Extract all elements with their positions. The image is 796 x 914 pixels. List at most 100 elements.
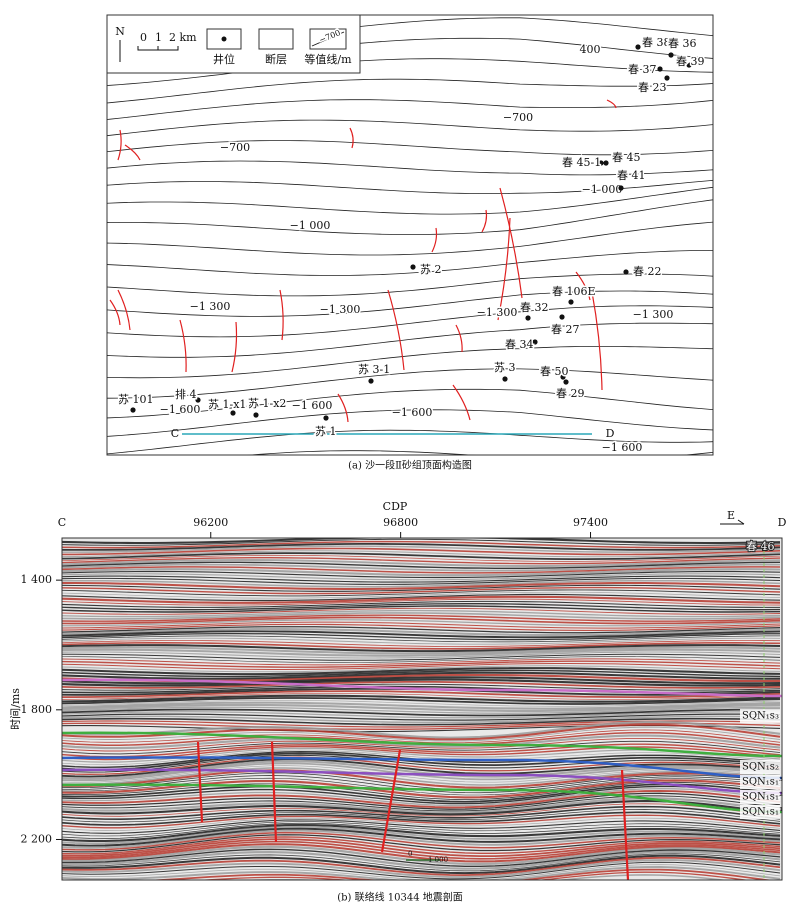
trace [62,609,781,618]
trace [62,603,781,611]
contours [107,15,713,455]
scale-label: 0 [140,31,147,44]
contour-line [107,119,713,137]
trace [62,586,781,595]
trace [62,676,781,685]
contour-line [107,250,713,276]
trace [62,831,781,851]
trace [197,871,750,880]
trace [62,756,781,775]
fault [231,321,238,373]
legend-contour-label: 等值线/m [304,52,352,66]
fault [380,749,402,853]
trace [62,568,781,577]
trace [62,683,781,691]
trace [62,850,781,870]
trace [62,651,781,659]
trace [62,825,781,845]
well-group: 春 38春 36 春 37 春 39 春 23 春 45-1 春 45 春 41 苏 2 春 2… [117,35,707,440]
section-end: D [606,427,615,440]
contour-line [107,78,713,104]
well-dot [686,62,692,68]
well-label: 春 41 [617,169,646,182]
well-dot [559,314,565,320]
direction-label: E [727,509,735,522]
y-tick-label: 1 800 [21,703,53,716]
well-dot [368,378,374,384]
trace [62,540,781,549]
contour-line [246,450,713,455]
horizon-label-bg [740,805,780,819]
trace [62,575,781,583]
fault [606,99,617,109]
contour-line [107,99,713,120]
contour-label: −1 600 [602,441,643,454]
trace [62,589,781,597]
map-frame [106,14,714,456]
trace [62,772,781,791]
trace [62,711,781,719]
trace [62,563,780,572]
fault [196,741,204,823]
trace [62,829,781,849]
horizon-label-bg [740,790,780,804]
trace [62,557,781,565]
trace [62,600,780,608]
trace [62,671,780,680]
fault [499,187,523,299]
horizon-label-bg [740,709,780,723]
contour-line [107,388,713,419]
trace [62,538,781,545]
trace [62,573,781,581]
section-start: C [171,427,179,440]
fault [279,289,284,341]
contour-line [107,346,713,379]
trace [62,626,781,634]
trace [62,767,781,786]
trace [62,646,781,655]
trace [62,678,781,687]
well-label: 春 22 [633,265,662,278]
trace [62,640,781,647]
trace [62,811,781,826]
trace [62,868,774,880]
horizon [62,756,782,780]
trace [62,637,781,645]
trace [62,734,781,750]
contour-line [107,368,713,399]
trace [62,843,781,863]
scale-label: 2 km [169,31,197,44]
fault [387,289,405,371]
trace [62,566,781,574]
trace [62,701,781,710]
x-axis-start: C [58,516,66,529]
trace [62,729,781,744]
trace [62,621,781,629]
trace [62,660,781,668]
trace [62,570,781,579]
caption-b: (b) 联络线 10344 地震剖面 [337,891,463,904]
well-dot [598,160,604,166]
fault [179,319,187,373]
well-dot [568,299,574,305]
trace [62,547,781,556]
contour-line [107,221,713,256]
trace [62,834,781,853]
trace [62,579,781,588]
trace [62,593,781,602]
north-label: N [115,25,125,38]
well-label: 春 36 [668,37,697,50]
scale-bar [137,46,179,51]
x-tick-label: 96200 [193,516,228,529]
contour-line [107,273,713,297]
trace [62,785,781,805]
trace [62,605,781,613]
trace [62,853,781,872]
trace [62,667,781,676]
trace [62,703,781,712]
trace [62,737,781,752]
fault [575,271,591,301]
trace [62,595,781,604]
trace [62,690,781,698]
trace [62,550,781,558]
